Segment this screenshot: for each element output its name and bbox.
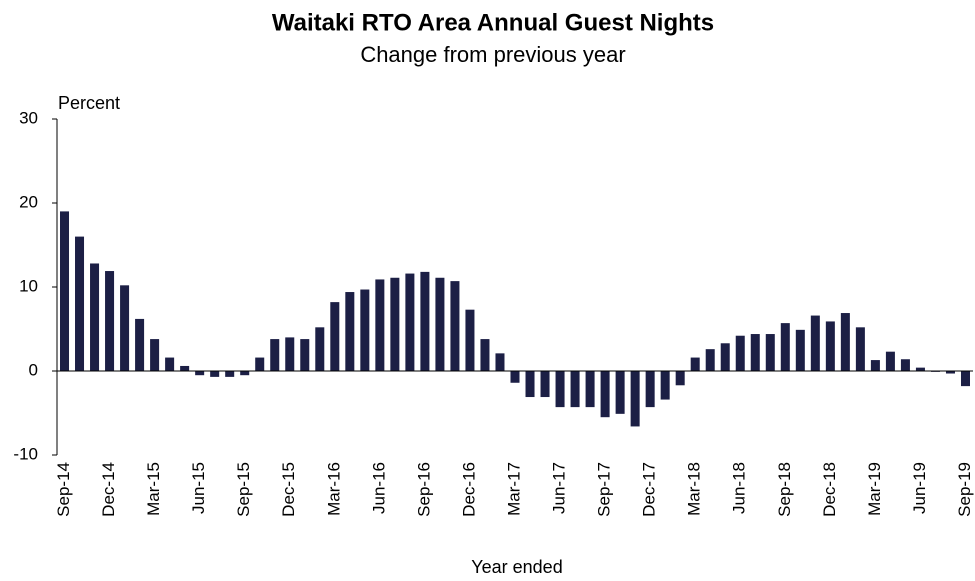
y-tick-label: 0 [29,360,38,379]
x-tick-label: Jun-17 [550,462,569,514]
bar [165,357,175,371]
bar [285,337,295,371]
bar [825,321,835,371]
bar [795,329,805,371]
bar [225,371,235,377]
bar [105,271,115,371]
bar [540,371,550,398]
bar [915,367,925,371]
bar [345,292,355,371]
x-tick-label: Sep-19 [955,462,974,517]
x-tick-label: Mar-19 [865,462,884,516]
bar [870,360,880,371]
bar [900,359,910,371]
y-tick-label: 30 [19,108,38,127]
bar [360,289,370,371]
bar [570,371,580,408]
bar [855,327,865,371]
bar [195,371,205,376]
x-tick-label: Mar-15 [144,462,163,516]
x-tick-label: Sep-15 [234,462,253,517]
bar [90,263,100,371]
y-axis-label: Percent [58,93,120,113]
bar [660,371,670,400]
bar [720,343,730,371]
bar [480,339,490,371]
bar [390,277,400,371]
x-tick-label: Dec-17 [640,462,659,517]
bar [240,371,250,376]
bar [885,351,895,371]
bar [840,313,850,371]
bar [315,327,325,371]
bar [945,371,955,374]
y-tick-label: 10 [19,276,38,295]
bar [495,353,505,371]
bar [75,236,85,371]
bar [270,339,280,371]
bar [375,279,385,371]
x-tick-label: Jun-18 [730,462,749,514]
bar [150,339,160,371]
x-tick-label: Dec-15 [279,462,298,517]
bar [135,318,145,371]
bar [585,371,595,408]
bar [810,315,820,371]
x-tick-label: Sep-14 [54,462,73,517]
y-tick-label: 20 [19,192,38,211]
x-tick-label: Dec-14 [99,462,118,517]
bar [255,357,265,371]
chart-subtitle: Change from previous year [360,42,625,67]
bar [630,371,640,427]
x-tick-label: Jun-19 [910,462,929,514]
bar [615,371,625,414]
bar [435,277,445,371]
x-axis-label: Year ended [471,557,562,577]
bar [735,335,745,371]
bar [600,371,610,418]
x-tick-label: Mar-16 [324,462,343,516]
bar [300,339,310,371]
bar [750,334,760,371]
bar [210,371,220,377]
y-tick-label: -10 [13,444,38,463]
bar [675,371,685,386]
x-tick-label: Sep-17 [595,462,614,517]
bar [960,371,970,387]
x-tick-label: Jun-15 [189,462,208,514]
bar [645,371,655,408]
x-tick-label: Dec-18 [820,462,839,517]
bar [705,349,715,371]
bar [765,334,775,371]
bar [510,371,520,383]
x-tick-label: Jun-16 [369,462,388,514]
bar [60,211,70,371]
bar [465,309,475,371]
bar [330,302,340,371]
chart-title: Waitaki RTO Area Annual Guest Nights [272,9,714,36]
bar [555,371,565,408]
bar [780,323,790,371]
bar [420,271,430,371]
x-tick-label: Sep-18 [775,462,794,517]
bar [450,281,460,371]
x-tick-label: Sep-16 [414,462,433,517]
bar [180,365,190,371]
x-tick-label: Mar-18 [685,462,704,516]
bar [405,273,415,371]
bar [525,371,535,398]
x-tick-label: Dec-16 [459,462,478,517]
bar [690,357,700,371]
bar [120,285,130,371]
x-tick-label: Mar-17 [504,462,523,516]
